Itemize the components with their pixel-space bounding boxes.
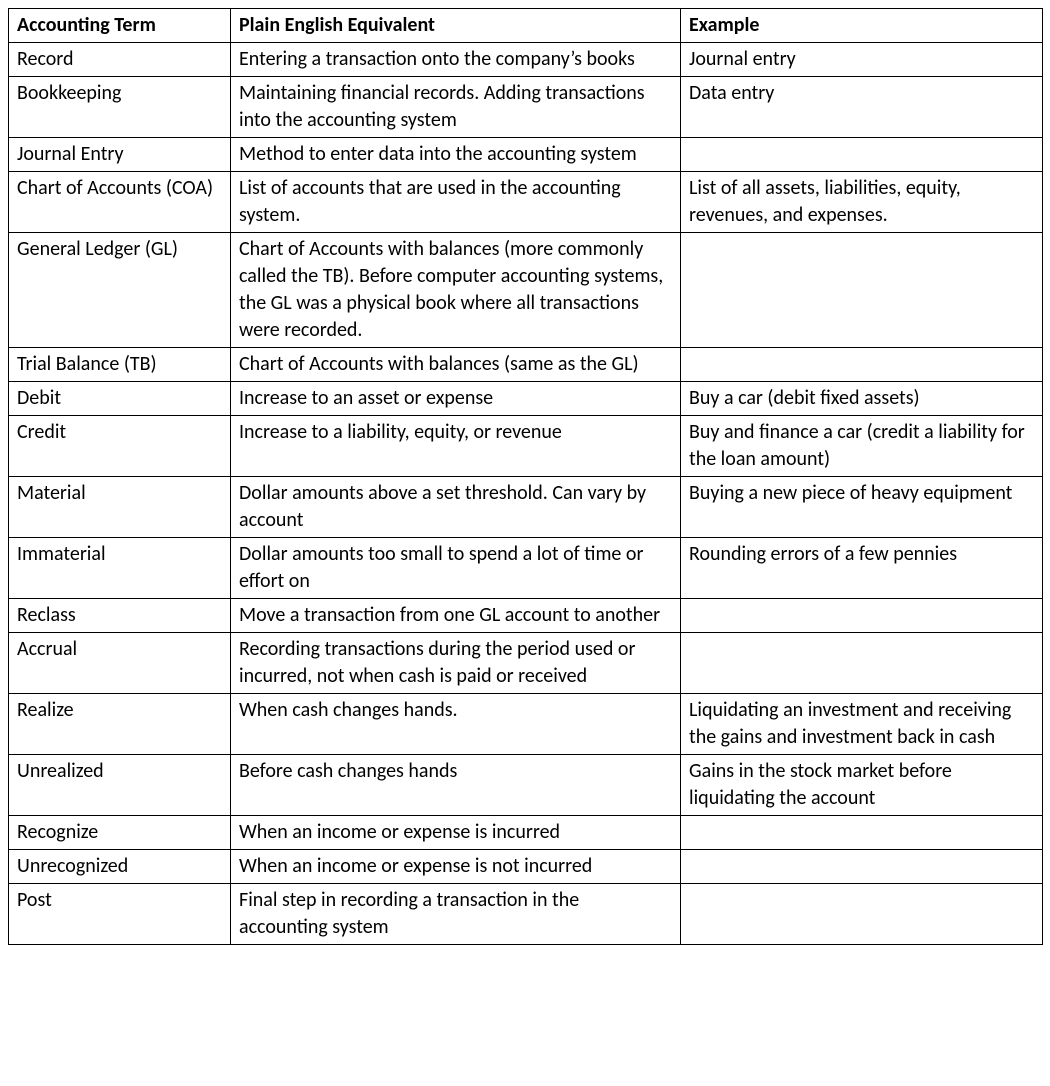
table-header-row: Accounting Term Plain English Equivalent… bbox=[9, 9, 1043, 43]
cell-def: List of accounts that are used in the ac… bbox=[231, 172, 681, 233]
cell-ex: Gains in the stock market before liquida… bbox=[681, 755, 1043, 816]
cell-term: Trial Balance (TB) bbox=[9, 348, 231, 382]
cell-ex: Liquidating an investment and receiving … bbox=[681, 694, 1043, 755]
col-header-ex: Example bbox=[681, 9, 1043, 43]
cell-ex: List of all assets, liabilities, equity,… bbox=[681, 172, 1043, 233]
table-row: Journal Entry Method to enter data into … bbox=[9, 138, 1043, 172]
table-body: Record Entering a transaction onto the c… bbox=[9, 43, 1043, 945]
accounting-terms-table: Accounting Term Plain English Equivalent… bbox=[8, 8, 1043, 945]
table-row: Debit Increase to an asset or expense Bu… bbox=[9, 382, 1043, 416]
cell-term: Credit bbox=[9, 416, 231, 477]
table-row: Record Entering a transaction onto the c… bbox=[9, 43, 1043, 77]
table-row: Credit Increase to a liability, equity, … bbox=[9, 416, 1043, 477]
cell-def: Increase to a liability, equity, or reve… bbox=[231, 416, 681, 477]
table-row: Unrecognized When an income or expense i… bbox=[9, 850, 1043, 884]
cell-def: Entering a transaction onto the company’… bbox=[231, 43, 681, 77]
table-row: Unrealized Before cash changes hands Gai… bbox=[9, 755, 1043, 816]
cell-def: Maintaining financial records. Adding tr… bbox=[231, 77, 681, 138]
cell-def: Chart of Accounts with balances (same as… bbox=[231, 348, 681, 382]
cell-ex bbox=[681, 850, 1043, 884]
cell-ex: Journal entry bbox=[681, 43, 1043, 77]
cell-term: Unrecognized bbox=[9, 850, 231, 884]
cell-term: Post bbox=[9, 884, 231, 945]
cell-ex bbox=[681, 816, 1043, 850]
table-row: Reclass Move a transaction from one GL a… bbox=[9, 599, 1043, 633]
cell-term: General Ledger (GL) bbox=[9, 233, 231, 348]
cell-term: Immaterial bbox=[9, 538, 231, 599]
cell-ex bbox=[681, 633, 1043, 694]
table-row: Immaterial Dollar amounts too small to s… bbox=[9, 538, 1043, 599]
cell-ex bbox=[681, 233, 1043, 348]
cell-def: Move a transaction from one GL account t… bbox=[231, 599, 681, 633]
cell-def: Method to enter data into the accounting… bbox=[231, 138, 681, 172]
col-header-def: Plain English Equivalent bbox=[231, 9, 681, 43]
table-row: Bookkeeping Maintaining financial record… bbox=[9, 77, 1043, 138]
cell-term: Unrealized bbox=[9, 755, 231, 816]
table-row: Post Final step in recording a transacti… bbox=[9, 884, 1043, 945]
cell-term: Bookkeeping bbox=[9, 77, 231, 138]
cell-term: Realize bbox=[9, 694, 231, 755]
table-row: Recognize When an income or expense is i… bbox=[9, 816, 1043, 850]
table-row: Realize When cash changes hands. Liquida… bbox=[9, 694, 1043, 755]
cell-ex: Buy and finance a car (credit a liabilit… bbox=[681, 416, 1043, 477]
table-row: General Ledger (GL) Chart of Accounts wi… bbox=[9, 233, 1043, 348]
cell-def: When cash changes hands. bbox=[231, 694, 681, 755]
cell-def: Dollar amounts above a set threshold. Ca… bbox=[231, 477, 681, 538]
cell-ex: Buy a car (debit fixed assets) bbox=[681, 382, 1043, 416]
cell-ex bbox=[681, 138, 1043, 172]
cell-term: Record bbox=[9, 43, 231, 77]
cell-ex: Buying a new piece of heavy equipment bbox=[681, 477, 1043, 538]
cell-term: Chart of Accounts (COA) bbox=[9, 172, 231, 233]
table-row: Accrual Recording transactions during th… bbox=[9, 633, 1043, 694]
cell-def: Increase to an asset or expense bbox=[231, 382, 681, 416]
table-row: Chart of Accounts (COA) List of accounts… bbox=[9, 172, 1043, 233]
cell-ex bbox=[681, 348, 1043, 382]
table-row: Material Dollar amounts above a set thre… bbox=[9, 477, 1043, 538]
cell-term: Recognize bbox=[9, 816, 231, 850]
cell-term: Reclass bbox=[9, 599, 231, 633]
col-header-term: Accounting Term bbox=[9, 9, 231, 43]
cell-def: When an income or expense is incurred bbox=[231, 816, 681, 850]
cell-ex: Data entry bbox=[681, 77, 1043, 138]
table-row: Trial Balance (TB) Chart of Accounts wit… bbox=[9, 348, 1043, 382]
cell-term: Journal Entry bbox=[9, 138, 231, 172]
cell-term: Accrual bbox=[9, 633, 231, 694]
cell-ex: Rounding errors of a few pennies bbox=[681, 538, 1043, 599]
cell-def: Final step in recording a transaction in… bbox=[231, 884, 681, 945]
cell-def: Dollar amounts too small to spend a lot … bbox=[231, 538, 681, 599]
cell-def: When an income or expense is not incurre… bbox=[231, 850, 681, 884]
cell-ex bbox=[681, 884, 1043, 945]
cell-def: Chart of Accounts with balances (more co… bbox=[231, 233, 681, 348]
cell-ex bbox=[681, 599, 1043, 633]
cell-def: Recording transactions during the period… bbox=[231, 633, 681, 694]
cell-term: Material bbox=[9, 477, 231, 538]
cell-term: Debit bbox=[9, 382, 231, 416]
cell-def: Before cash changes hands bbox=[231, 755, 681, 816]
